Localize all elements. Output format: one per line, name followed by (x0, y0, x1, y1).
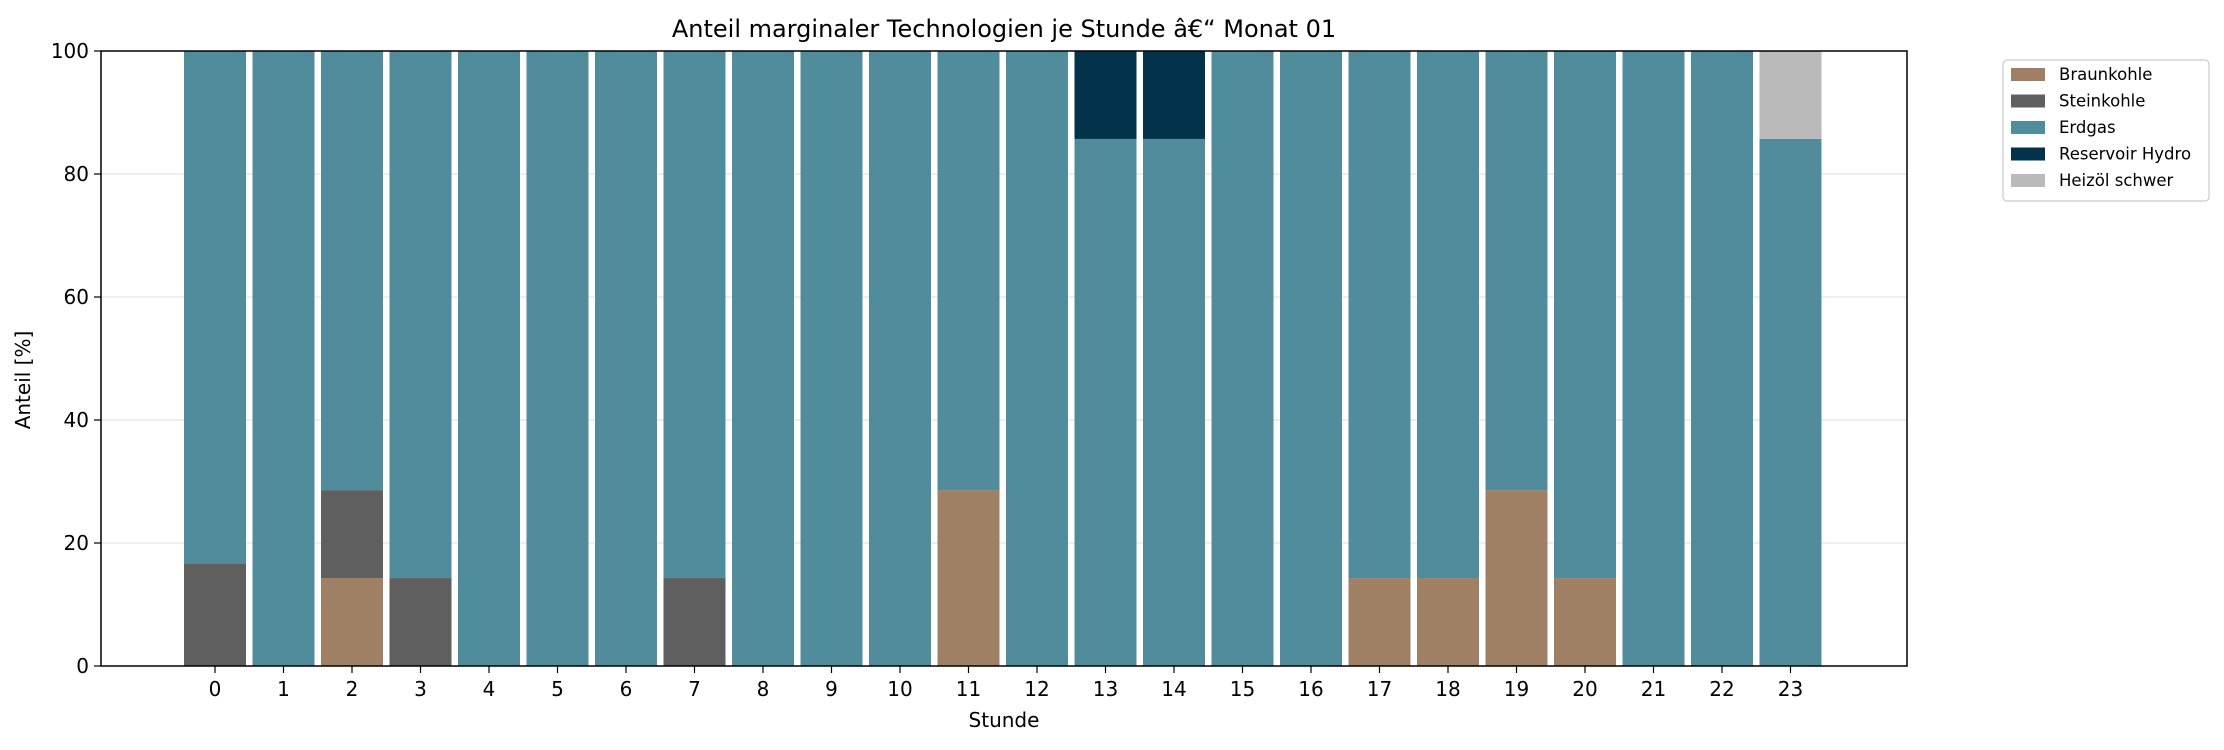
bar-segment (1554, 578, 1616, 666)
bar-segment (389, 51, 452, 579)
x-tick-label: 7 (688, 677, 701, 701)
bar-segment (526, 51, 589, 666)
bar-segment (1348, 578, 1411, 666)
legend-label: Steinkohle (2059, 92, 2145, 111)
x-tick-label: 13 (1093, 677, 1118, 701)
plot-frame (100, 50, 1908, 667)
x-tick-label: 15 (1230, 677, 1255, 701)
x-tick-label: 16 (1298, 677, 1323, 701)
legend-label: Erdgas (2059, 118, 2116, 137)
legend-swatch (2011, 121, 2045, 134)
x-tick-label: 11 (956, 677, 981, 701)
bar-segment (1485, 51, 1548, 491)
bar-segment (1485, 490, 1548, 666)
y-tick-label: 60 (64, 285, 89, 309)
x-tick-label: 20 (1572, 677, 1597, 701)
legend-swatch (2011, 94, 2045, 108)
x-tick-label: 22 (1709, 677, 1734, 701)
bars (184, 51, 1822, 666)
x-tick-label: 0 (209, 677, 222, 701)
x-tick-label: 5 (551, 677, 564, 701)
legend: Braunkohle Steinkohle Erdgas Reservoir Hydr… (2002, 59, 2210, 202)
bar-segment (184, 563, 246, 666)
bar-segment (1554, 51, 1616, 579)
bar-segment (1143, 51, 1205, 139)
x-tick-label: 3 (414, 677, 427, 701)
legend-swatch (2011, 174, 2045, 187)
legend-swatch (2011, 68, 2045, 81)
bar-segment (1074, 138, 1137, 666)
bar-segment (389, 578, 452, 666)
bar-segment (1417, 578, 1479, 666)
x-tick-label: 8 (757, 677, 770, 701)
bar-segment (184, 51, 246, 564)
bar-segment (321, 578, 383, 666)
x-tick-label: 4 (483, 677, 496, 701)
bar-segment (663, 578, 726, 666)
bar-segment (732, 51, 794, 666)
x-tick-label: 10 (887, 677, 912, 701)
bar-segment (458, 51, 520, 666)
bar-segment (1211, 51, 1274, 666)
bar-segment (321, 490, 383, 579)
bar-segment (1622, 51, 1685, 666)
bar-segment (1143, 138, 1205, 666)
y-tick-label: 100 (51, 39, 89, 63)
bar-segment (663, 51, 726, 579)
legend-label: Heizöl schwer (2059, 171, 2173, 190)
x-axis-label: Stunde (969, 708, 1040, 732)
legend-frame (2002, 59, 2210, 202)
x-tick-label: 1 (277, 677, 290, 701)
x-tick-label: 12 (1024, 677, 1049, 701)
bar-segment (869, 51, 931, 666)
bar-segment (937, 51, 1000, 491)
x-tick-label: 14 (1161, 677, 1186, 701)
bar-segment (1759, 51, 1822, 139)
y-tick-label: 80 (64, 162, 89, 186)
bar-segment (1691, 51, 1753, 666)
bar-segment (1759, 138, 1822, 666)
bar-segment (252, 51, 315, 666)
bar-segment (1074, 51, 1137, 139)
bar-segment (1417, 51, 1479, 579)
x-tick-label: 18 (1435, 677, 1460, 701)
bar-segment (937, 490, 1000, 666)
x-tick-label: 2 (346, 677, 359, 701)
y-tick-label: 0 (76, 654, 89, 678)
chart-title: Anteil marginaler Technologien je Stunde… (672, 15, 1336, 43)
legend-swatch (2011, 147, 2045, 161)
bar-segment (1280, 51, 1342, 666)
x-tick-label: 19 (1504, 677, 1529, 701)
bar-segment (595, 51, 657, 666)
x-tick-label: 23 (1778, 677, 1803, 701)
y-axis-label: Anteil [%] (11, 331, 35, 430)
x-tick-label: 21 (1641, 677, 1666, 701)
legend-label: Reservoir Hydro (2059, 145, 2191, 164)
legend-label: Braunkohle (2059, 65, 2152, 84)
bar-segment (800, 51, 863, 666)
x-tick-label: 9 (825, 677, 838, 701)
y-tick-label: 40 (64, 408, 89, 432)
bar-segment (1006, 51, 1068, 666)
bar-segment (1348, 51, 1411, 579)
bar-segment (321, 51, 383, 491)
x-tick-label: 17 (1367, 677, 1392, 701)
y-tick-label: 20 (64, 531, 89, 555)
x-tick-label: 6 (620, 677, 633, 701)
